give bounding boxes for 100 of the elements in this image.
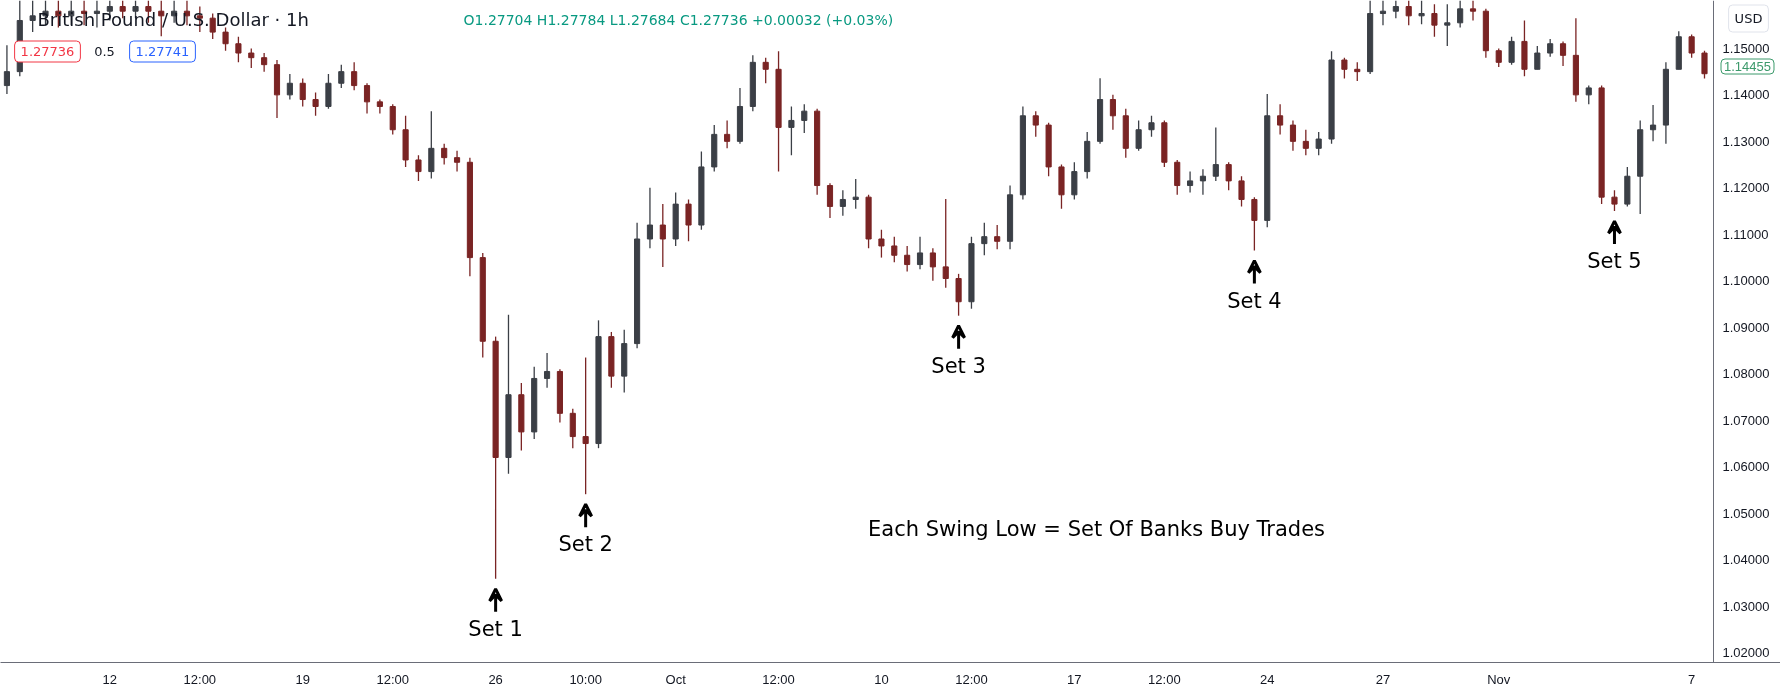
- x-tick-label: 24: [1260, 671, 1275, 687]
- x-tick-label: 12:00: [762, 671, 795, 687]
- candlestick: [1469, 0, 1477, 22]
- candlestick: [1174, 159, 1181, 196]
- x-tick-label: 12:00: [955, 671, 988, 687]
- candlestick: [1289, 119, 1297, 152]
- candlestick: [1135, 119, 1142, 152]
- candlestick: [325, 73, 332, 110]
- y-tick-label: 1.11000: [1722, 226, 1769, 242]
- x-tick-label: 12:00: [1148, 671, 1181, 687]
- candlestick: [1495, 47, 1502, 68]
- candlestick: [1032, 110, 1039, 138]
- annotation: 1.27736: [20, 44, 75, 59]
- candlestick: [338, 64, 345, 89]
- y-tick-label: 1.08000: [1722, 366, 1770, 382]
- candlestick: [685, 198, 692, 242]
- candlestick: [1457, 0, 1464, 29]
- candlestick: [1431, 3, 1438, 38]
- text: 1.14455: [1724, 59, 1771, 74]
- candlestick: [1071, 161, 1078, 201]
- candlestick: [994, 224, 1001, 250]
- candlestick: [222, 26, 229, 52]
- candlestick: [441, 143, 448, 166]
- x-tick-label: 26: [488, 671, 503, 687]
- candlestick: [3, 44, 10, 95]
- y-tick-label: 1.05000: [1722, 505, 1770, 521]
- candlestick: [1225, 161, 1232, 191]
- y-tick-label: 1.12000: [1722, 180, 1770, 196]
- candlestick: [1354, 61, 1361, 82]
- candlestick: [929, 247, 936, 282]
- candlestick: [1148, 115, 1155, 138]
- x-tick-label: 12: [102, 671, 118, 687]
- candlestick: [1212, 126, 1219, 182]
- y-tick-label: 1.10000: [1722, 273, 1770, 289]
- candlestick: [646, 187, 654, 249]
- y-tick-label: 1.06000: [1722, 459, 1770, 475]
- x-tick-label: 12:00: [376, 671, 410, 687]
- y-tick-label: 1.03000: [1722, 598, 1770, 614]
- candlestick: [1444, 3, 1451, 47]
- annotation: 1.27741: [135, 44, 190, 59]
- candlestick: [389, 103, 396, 136]
- annotation: Set 3: [931, 353, 986, 378]
- candlestick: [453, 150, 461, 173]
- y-tick-label: 1.07000: [1722, 412, 1770, 428]
- candlestick: [801, 103, 808, 134]
- candlestick: [724, 119, 731, 149]
- x-tick-label: 7: [1688, 671, 1696, 687]
- candlestick: [852, 178, 859, 210]
- candlestick: [1508, 36, 1515, 66]
- candlestick: [363, 82, 371, 115]
- x-tick-label: 12:00: [183, 671, 217, 687]
- candlestick: [261, 52, 268, 73]
- candlestick: [1559, 40, 1567, 67]
- y-tick-label: 1.04000: [1722, 552, 1770, 568]
- x-tick-label: Nov: [1487, 671, 1511, 687]
- candlestick: [762, 57, 769, 84]
- x-tick-label: 17: [1067, 671, 1082, 687]
- candlestick: [1585, 84, 1592, 105]
- candlestick: [1238, 175, 1245, 208]
- candlestick: [543, 352, 551, 389]
- candlestick: [286, 73, 293, 101]
- candlestick: [209, 12, 216, 40]
- candlestick: [1405, 0, 1412, 26]
- x-tick-label: 10:00: [569, 671, 602, 687]
- candlestick: [1302, 129, 1309, 156]
- y-tick-label: 1.09000: [1722, 319, 1770, 335]
- candlestick: [415, 154, 422, 182]
- candlestick: [351, 61, 358, 91]
- candlestick: [659, 203, 666, 268]
- annotation: 0.5: [94, 44, 115, 59]
- annotation: Set 5: [1587, 249, 1642, 274]
- annotation: Set 4: [1227, 288, 1282, 313]
- text: USD: [1734, 11, 1763, 26]
- candlestick: [29, 0, 36, 33]
- candlestick: [1649, 104, 1657, 143]
- x-tick-label: Oct: [665, 671, 687, 687]
- candlestick: [1277, 103, 1284, 136]
- candlestick: [1251, 196, 1258, 252]
- x-tick-label: 27: [1375, 671, 1391, 687]
- candlestick: [1187, 170, 1194, 194]
- candlestick: [1418, 0, 1425, 25]
- candlestick: [1534, 45, 1541, 70]
- x-tick-label: 10: [874, 671, 889, 687]
- candlestick: [248, 47, 255, 69]
- candlestick: [299, 77, 306, 108]
- candlestick: [1701, 50, 1708, 80]
- candlestick: [1379, 0, 1387, 26]
- annotation: Each Swing Low = Set Of Banks Buy Trades: [868, 516, 1325, 541]
- candlestick: [891, 236, 898, 263]
- candlestick: [981, 222, 988, 256]
- candlestick: [942, 198, 949, 289]
- candlestick: [826, 182, 834, 219]
- candlestick: [235, 36, 242, 63]
- annotation: Set 2: [558, 532, 613, 557]
- candlestick: [839, 189, 846, 217]
- y-tick-label: 1.14000: [1722, 87, 1770, 103]
- candlestick: [1109, 94, 1116, 131]
- candlestick: [312, 91, 319, 117]
- candlestick: [916, 236, 924, 270]
- candlestick: [582, 356, 589, 495]
